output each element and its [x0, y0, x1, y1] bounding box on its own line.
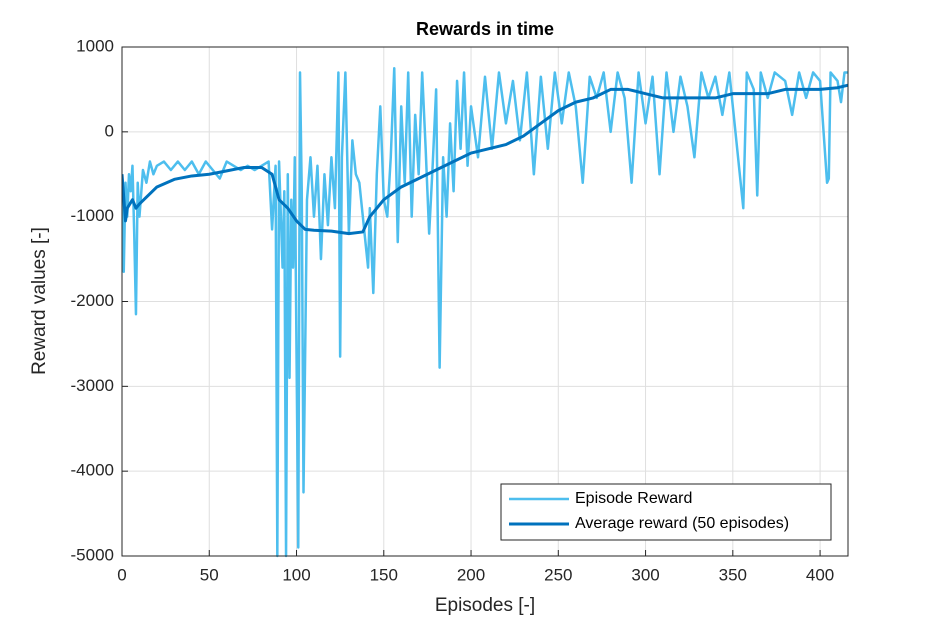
y-tick-label: 0 [105, 121, 114, 140]
chart-title: Rewards in time [416, 19, 554, 39]
y-tick-label: 1000 [76, 36, 114, 55]
x-tick-label: 400 [806, 565, 834, 584]
x-tick-label: 200 [457, 565, 485, 584]
y-tick-label: -5000 [71, 545, 114, 564]
x-tick-label: 150 [370, 565, 398, 584]
legend-label: Episode Reward [575, 490, 692, 507]
legend-label: Average reward (50 episodes) [575, 515, 789, 532]
y-tick-label: -2000 [71, 291, 114, 310]
series-line [122, 83, 848, 236]
x-axis-label: Episodes [-] [435, 595, 535, 616]
x-tick-label: 350 [719, 565, 747, 584]
x-tick-label: 0 [117, 565, 126, 584]
x-tick-label: 250 [544, 565, 572, 584]
y-tick-label: -4000 [71, 461, 114, 480]
x-tick-label: 50 [200, 565, 219, 584]
series-line [122, 66, 848, 558]
x-tick-label: 100 [282, 565, 310, 584]
y-tick-label: -3000 [71, 376, 114, 395]
y-tick-label: -1000 [71, 206, 114, 225]
legend-box [500, 483, 832, 541]
axes-box [121, 46, 849, 557]
x-tick-label: 300 [631, 565, 659, 584]
y-axis-label: Reward values [-] [29, 227, 50, 375]
